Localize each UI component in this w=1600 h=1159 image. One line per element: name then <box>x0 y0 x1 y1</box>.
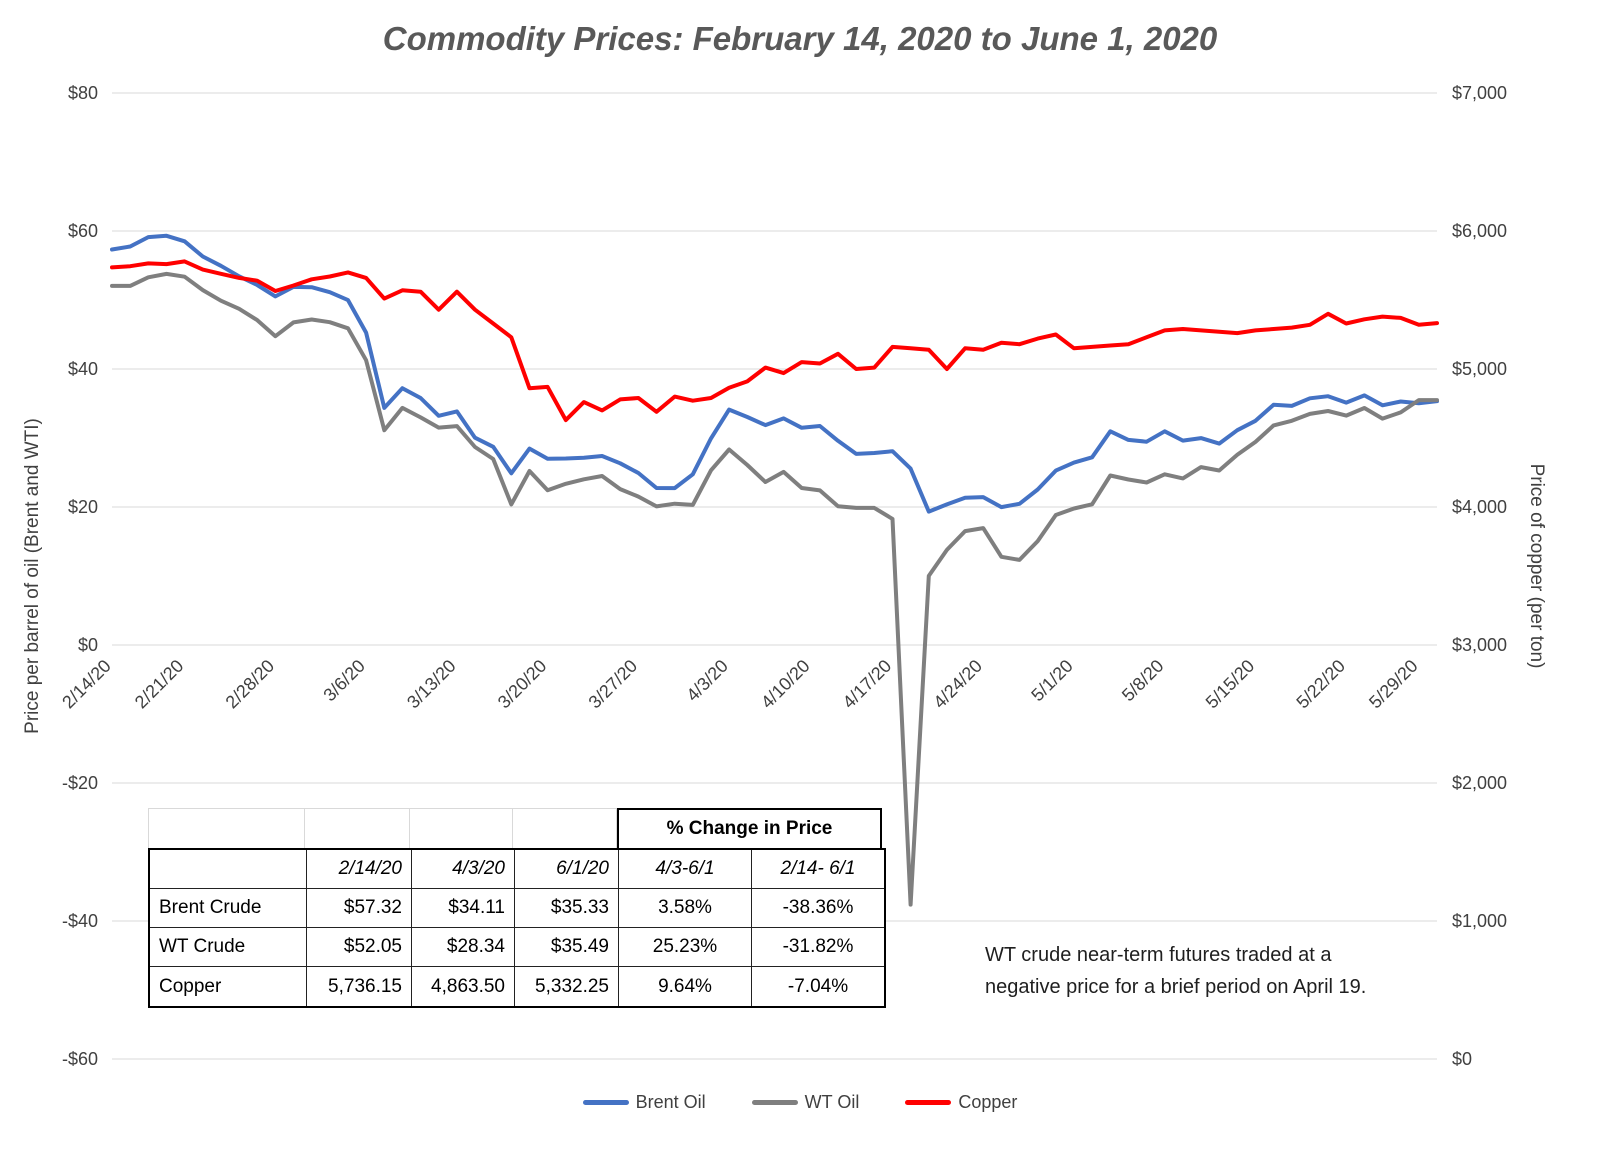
legend-item: Brent Oil <box>582 1092 706 1113</box>
x-axis-tick: 3/13/20 <box>403 656 460 713</box>
table-cell: -38.36% <box>752 889 884 928</box>
x-axis-tick: 2/14/20 <box>58 656 115 713</box>
left-axis-tick: $60 <box>68 221 98 241</box>
legend-label: Copper <box>958 1092 1018 1112</box>
x-axis-tick: 4/10/20 <box>757 656 814 713</box>
legend-swatch-icon <box>751 1100 798 1105</box>
right-axis-tick: $3,000 <box>1452 635 1507 655</box>
right-axis-tick: $2,000 <box>1452 773 1507 793</box>
right-axis-tick: $1,000 <box>1452 911 1507 931</box>
legend-item: WT Oil <box>751 1092 860 1113</box>
pct-change-header: % Change in Price <box>617 808 882 848</box>
x-axis-tick: 3/6/20 <box>319 656 369 706</box>
x-axis-tick: 5/15/20 <box>1202 656 1259 713</box>
table-cell: -31.82% <box>752 928 884 967</box>
table-ghost-cell <box>305 808 410 848</box>
table-col-header: 2/14/20 <box>307 850 412 889</box>
table-cell: $28.34 <box>412 928 515 967</box>
chart-legend: Brent Oil WT Oil Copper <box>0 1092 1600 1113</box>
left-axis-tick: -$40 <box>62 911 98 931</box>
table-row: Copper 5,736.15 4,863.50 5,332.25 9.64% -7.04… <box>150 967 884 1006</box>
table-pct-row: % Change in Price <box>148 808 886 848</box>
table-cell: $52.05 <box>307 928 412 967</box>
right-axis-tick: $6,000 <box>1452 221 1507 241</box>
right-axis-tick: $4,000 <box>1452 497 1507 517</box>
legend-item: Copper <box>905 1092 1017 1113</box>
table-ghost-cell <box>513 808 617 848</box>
series-wt-oil <box>110 271 1439 907</box>
right-axis-tick: $5,000 <box>1452 359 1507 379</box>
series-copper <box>110 259 1439 423</box>
table-cell: 25.23% <box>619 928 752 967</box>
annotation-text: WT crude near-term futures traded at a n… <box>985 944 1367 998</box>
table-row-label: Brent Crude <box>150 889 307 928</box>
left-axis-tick: $40 <box>68 359 98 379</box>
table-cell: -7.04% <box>752 967 884 1006</box>
table-cell: 9.64% <box>619 967 752 1006</box>
left-axis-tick: $80 <box>68 83 98 103</box>
x-axis-tick: 5/29/20 <box>1365 656 1422 713</box>
table-cell: $34.11 <box>412 889 515 928</box>
x-axis-tick: 3/27/20 <box>585 656 642 713</box>
left-axis-title: Price per barrel of oil (Brent and WTI) <box>22 418 43 734</box>
x-axis-tick: 4/17/20 <box>839 656 896 713</box>
table-row-label: WT Crude <box>150 928 307 967</box>
table-col-header: 4/3-6/1 <box>619 850 752 889</box>
x-axis-tick: 5/1/20 <box>1027 656 1077 706</box>
table-cell: $35.33 <box>515 889 619 928</box>
left-axis-tick: $0 <box>78 635 98 655</box>
right-axis-title: Price of copper (per ton) <box>1526 464 1547 669</box>
x-axis-tick: 3/20/20 <box>494 656 551 713</box>
table-cell: $35.49 <box>515 928 619 967</box>
x-axis-tick: 4/3/20 <box>682 656 732 706</box>
table-cell: 5,736.15 <box>307 967 412 1006</box>
table-cell: $57.32 <box>307 889 412 928</box>
x-axis-tick: 5/22/20 <box>1292 656 1349 713</box>
chart-title: Commodity Prices: February 14, 2020 to J… <box>382 20 1218 57</box>
x-axis-tick: 5/8/20 <box>1118 656 1168 706</box>
table-ghost-cell <box>148 808 305 848</box>
table-col-header: 2/14- 6/1 <box>752 850 884 889</box>
legend-swatch-icon <box>582 1100 629 1105</box>
table-col-header: 6/1/20 <box>515 850 619 889</box>
table-main: 2/14/20 4/3/20 6/1/20 4/3-6/1 2/14- 6/1 Brent… <box>148 848 886 1008</box>
x-axis-tick: 2/21/20 <box>131 656 188 713</box>
table-col-header: 4/3/20 <box>412 850 515 889</box>
table-col-header <box>150 850 307 889</box>
legend-label: WT Oil <box>804 1092 860 1112</box>
x-axis-tick: 4/24/20 <box>929 656 986 713</box>
table-cell: 3.58% <box>619 889 752 928</box>
table-row-label: Copper <box>150 967 307 1006</box>
table-cell: 4,863.50 <box>412 967 515 1006</box>
legend-label: Brent Oil <box>635 1092 706 1112</box>
table-header-row: 2/14/20 4/3/20 6/1/20 4/3-6/1 2/14- 6/1 <box>150 850 884 889</box>
table-row: WT Crude $52.05 $28.34 $35.49 25.23% -31.82% <box>150 928 884 967</box>
table-ghost-cell <box>410 808 513 848</box>
left-axis-tick: $20 <box>68 497 98 517</box>
legend-swatch-icon <box>905 1100 952 1105</box>
left-axis-tick: -$60 <box>62 1049 98 1069</box>
table-row: Brent Crude $57.32 $34.11 $35.33 3.58% -38.36… <box>150 889 884 928</box>
x-axis-tick: 2/28/20 <box>222 656 279 713</box>
series-brent-oil <box>110 233 1439 514</box>
stats-table: % Change in Price 2/14/20 4/3/20 6/1/20 4/3-… <box>148 808 886 1008</box>
right-axis-tick: $7,000 <box>1452 83 1507 103</box>
right-axis-tick: $0 <box>1452 1049 1472 1069</box>
left-axis-tick: -$20 <box>62 773 98 793</box>
table-cell: 5,332.25 <box>515 967 619 1006</box>
